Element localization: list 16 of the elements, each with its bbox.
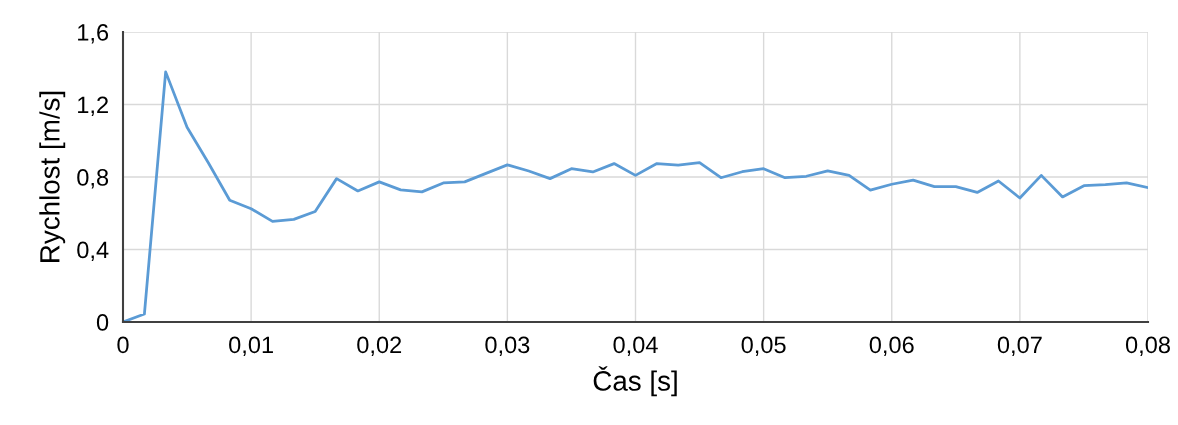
x-tick-label: 0,02 [357, 336, 402, 357]
y-tick-label: 1,6 [78, 24, 109, 44]
x-axis-title: Čas [s] [593, 366, 677, 397]
x-tick-label: 0,05 [741, 336, 786, 357]
y-tick-label: 0,4 [77, 241, 109, 262]
x-tick-label: 0 [117, 336, 129, 354]
x-tick-label: 0,03 [485, 336, 530, 357]
y-tick-label: 0,8 [77, 169, 109, 189]
y-tick-label: 0 [96, 314, 109, 331]
x-tick-label: 0,07 [997, 336, 1042, 357]
x-tick-label: 0,04 [613, 336, 658, 357]
y-axis-title: Rychlost [m/s] [39, 91, 66, 262]
x-tick-label: 0,01 [229, 336, 273, 357]
y-tick-label: 1,2 [78, 96, 108, 117]
x-tick-label: 0,08 [1125, 336, 1170, 357]
x-tick-label: 0,06 [869, 336, 914, 357]
